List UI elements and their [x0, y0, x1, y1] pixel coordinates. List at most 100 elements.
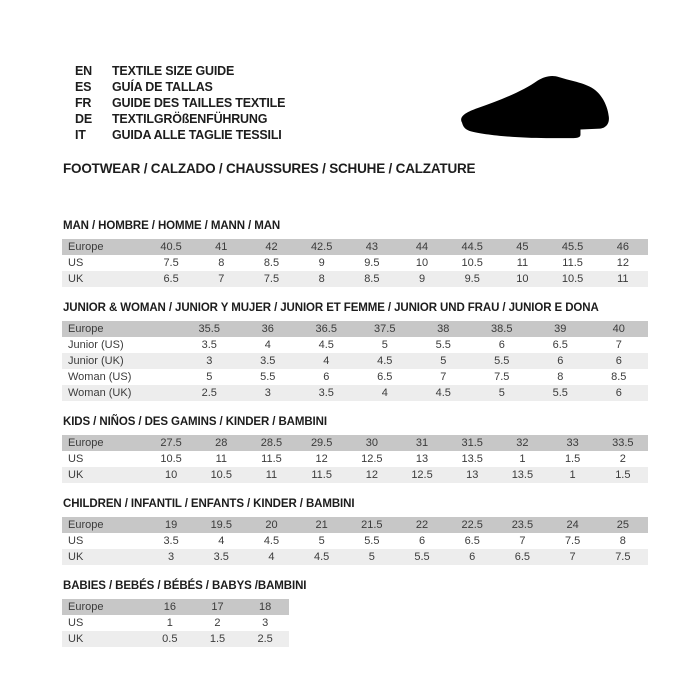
size-table-row: US 3.5 4 4.5 5 5.5 6 6.5 7 7.5 8	[62, 533, 648, 549]
size-cell: 10.5	[461, 257, 483, 269]
section-title: KIDS / NIÑOS / DES GAMINS / KINDER / BAM…	[63, 416, 327, 428]
size-cell: 7	[218, 273, 225, 285]
size-cell: 4.5	[263, 535, 280, 547]
size-cell: 5.5	[414, 551, 430, 563]
size-cell: 4	[218, 535, 225, 547]
row-label: Europe	[68, 519, 104, 531]
size-cell: 5	[381, 339, 388, 351]
size-cell: 6.5	[163, 273, 179, 285]
size-cell: 35.5	[198, 323, 220, 335]
size-cell: 29.5	[310, 437, 333, 449]
size-cell: 13	[466, 469, 479, 481]
size-cell: 38.5	[491, 323, 513, 335]
size-cell: 17	[211, 601, 224, 613]
language-row-fr: FR GUIDE DES TAILLES TEXTILE	[75, 95, 285, 111]
size-cell: 5	[318, 535, 325, 547]
size-cell: 42.5	[310, 241, 333, 253]
size-cell: 2.5	[201, 387, 217, 399]
size-cell: 40.5	[160, 241, 182, 253]
size-cell: 28.5	[260, 437, 283, 449]
size-cell: 5.5	[260, 371, 276, 383]
size-cell: 8.5	[611, 371, 627, 383]
size-cell: 44.5	[461, 241, 483, 253]
section-junior-woman: JUNIOR & WOMAN / JUNIOR Y MUJER / JUNIOR…	[62, 301, 648, 401]
size-cell: 19.5	[210, 519, 232, 531]
size-cell: 6.5	[464, 535, 480, 547]
size-cell: 18	[259, 601, 272, 613]
size-cell: 3.5	[260, 355, 276, 367]
size-table-junior-woman: Europe 35.5 36 36.5 37.5 38 38.5 39 40 Junior (US…	[62, 321, 648, 401]
size-cell: 12	[365, 469, 378, 481]
size-cell: 9.5	[364, 257, 380, 269]
language-code: ES	[75, 80, 92, 94]
section-title: CHILDREN / INFANTIL / ENFANTS / KINDER /…	[63, 498, 355, 510]
size-cell: 8	[557, 371, 564, 383]
size-cell: 3.5	[163, 535, 179, 547]
dress-shoe-icon	[461, 75, 609, 139]
size-cell: 1.5	[615, 469, 631, 481]
size-cell: 4	[264, 339, 271, 351]
size-cell: 5.5	[435, 339, 451, 351]
size-table-header-row: Europe 27.5 28 28.5 29.5 30 31 31.5 32 33 33.5	[62, 435, 648, 451]
size-cell: 24	[566, 519, 579, 531]
size-cell: 4	[381, 387, 388, 399]
language-label: GUIDA ALLE TAGLIE TESSILI	[112, 128, 282, 142]
size-cell: 16	[163, 601, 176, 613]
size-table-header-row: Europe 16 17 18	[62, 599, 289, 615]
language-code: DE	[75, 112, 92, 126]
size-cell: 8.5	[364, 273, 380, 285]
size-table-row: Junior (US) 3.5 4 4.5 5 5.5 6 6.5 7	[62, 337, 648, 353]
size-table-babies: Europe 16 17 18 US 1 2 3 UK 0.5 1.5 2.5	[62, 599, 289, 647]
size-cell: 23.5	[511, 519, 534, 531]
language-code: IT	[75, 128, 86, 142]
language-label: GUIDE DES TAILLES TEXTILE	[112, 96, 286, 110]
size-cell: 8	[218, 257, 225, 269]
size-cell: 3	[262, 617, 269, 629]
size-cell: 10.5	[561, 273, 584, 285]
size-cell: 3.5	[213, 551, 229, 563]
size-cell: 12.5	[361, 453, 383, 465]
size-cell: 6	[498, 339, 505, 351]
size-table-children: Europe 19 19.5 20 21 21.5 22 22.5 23.5 24 25 US 3.5 4…	[62, 517, 648, 565]
row-label: US	[68, 535, 84, 547]
size-cell: 36	[261, 323, 274, 335]
size-tables: MAN / HOMBRE / HOMME / MANN / MAN Europe…	[62, 219, 648, 661]
size-table-row: Woman (UK) 2.5 3 3.5 4 4.5 5 5.5 6	[62, 385, 648, 401]
size-cell: 6.5	[514, 551, 531, 563]
size-cell: 11	[215, 453, 227, 465]
row-label: Junior (UK)	[68, 355, 124, 367]
size-cell: 3	[206, 355, 213, 367]
language-row-en: EN TEXTILE SIZE GUIDE	[75, 63, 285, 79]
size-cell: 4.5	[318, 339, 334, 351]
row-label: US	[68, 617, 84, 629]
row-label: US	[68, 453, 84, 465]
size-cell: 4.5	[314, 551, 330, 563]
size-cell: 4.5	[377, 355, 393, 367]
size-cell: 21	[315, 519, 328, 531]
row-label: UK	[68, 273, 84, 285]
size-cell: 6.5	[377, 371, 393, 383]
size-cell: 1	[519, 453, 526, 465]
size-cell: 6	[557, 355, 564, 367]
row-label: Woman (US)	[68, 371, 132, 383]
size-cell: 11.5	[562, 257, 583, 269]
size-cell: 33	[566, 437, 579, 449]
size-cell: 7.5	[263, 273, 280, 285]
size-cell: 0.5	[162, 633, 178, 645]
size-cell: 6	[469, 551, 476, 563]
size-cell: 45.5	[561, 241, 584, 253]
size-cell: 11	[617, 273, 629, 285]
size-cell: 31	[415, 437, 429, 449]
size-cell: 30	[365, 437, 378, 449]
size-cell: 8	[318, 273, 325, 285]
size-cell: 6	[418, 535, 426, 547]
section-title: JUNIOR & WOMAN / JUNIOR Y MUJER / JUNIOR…	[63, 302, 599, 314]
size-cell: 10.5	[160, 453, 182, 465]
size-table-man: Europe 40.5 41 42 42.5 43 44 44.5 45 45.5 46 US 7.5 8…	[62, 239, 648, 287]
section-title: MAN / HOMBRE / HOMME / MANN / MAN	[63, 220, 281, 232]
size-cell: 5	[440, 355, 447, 367]
size-cell: 11.5	[311, 469, 332, 481]
size-cell: 9.5	[464, 273, 480, 285]
size-cell: 6.5	[552, 339, 568, 351]
row-label: Junior (US)	[68, 339, 124, 351]
